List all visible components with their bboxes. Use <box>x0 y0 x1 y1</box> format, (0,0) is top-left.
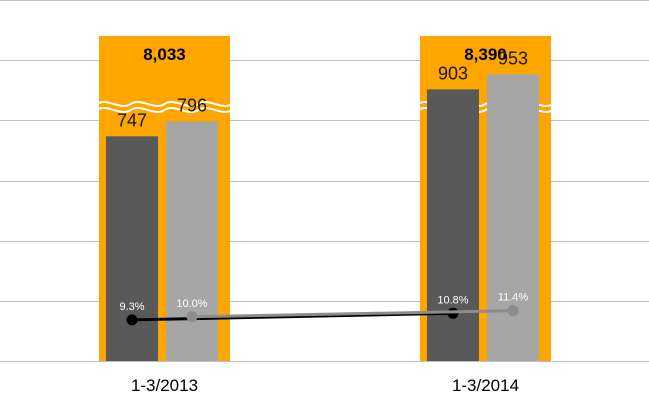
ratio-value-label: 10.8% <box>437 294 468 306</box>
ratio-value-label: 11.4% <box>498 292 529 304</box>
axis-break-mark <box>96 101 233 107</box>
value-bar <box>166 121 218 361</box>
ratio-line <box>191 309 514 319</box>
ratio-value-label: 9.3% <box>119 301 144 313</box>
ratio-value-label: 10.0% <box>176 298 207 310</box>
ratio-lines <box>126 305 519 326</box>
gridlines <box>0 0 649 362</box>
ratio-point <box>507 305 519 317</box>
ratio-line <box>131 311 454 322</box>
total-value-label: 8,033 <box>143 45 186 64</box>
bar-value-label: 903 <box>438 63 468 83</box>
value-bar <box>487 74 539 361</box>
bar-value-label: 796 <box>177 96 207 116</box>
bar-value-label: 953 <box>498 48 528 68</box>
total-value-label: 8,390 <box>464 45 507 64</box>
ratio-point <box>186 311 198 323</box>
ratio-point <box>126 314 138 326</box>
bar-value-label: 747 <box>117 110 147 130</box>
labels: 8,033 8,390 747 903 796 953 9.3% 10.8% 10.0% 11.4… <box>117 45 528 395</box>
value-bar <box>106 136 158 361</box>
axis-break-mark <box>96 107 233 113</box>
category-label: 1-3/2013 <box>131 376 198 395</box>
category-label: 1-3/2014 <box>452 376 519 395</box>
value-bar <box>427 89 479 361</box>
